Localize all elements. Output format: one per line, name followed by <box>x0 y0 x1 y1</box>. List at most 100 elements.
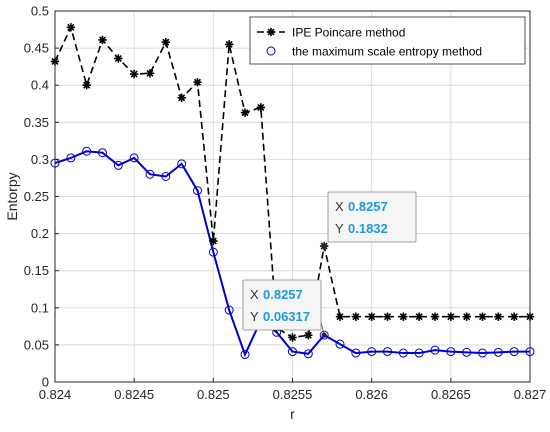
datatip-y-value: 0.1832 <box>348 221 388 236</box>
data-point-ipe <box>494 312 503 321</box>
data-point-max-scale <box>161 171 171 181</box>
data-point-max-scale <box>288 347 297 357</box>
data-point-max-scale <box>224 305 234 315</box>
y-tick-label: 0.15 <box>24 263 49 278</box>
tick-labels: 0.824 0.8245 0.825 0.8255 0.826 0.8265 0.827 0 0… <box>24 4 547 403</box>
datatip-y-label: Y <box>250 309 259 324</box>
data-point-max-scale <box>335 339 345 349</box>
y-tick-label: 0.25 <box>24 189 49 204</box>
y-tick-label: 0.35 <box>24 115 49 130</box>
data-point-max-scale <box>177 159 187 169</box>
data-point-ipe <box>383 312 392 321</box>
datatip-y-label: Y <box>335 221 344 236</box>
data-point-ipe <box>351 312 361 321</box>
data-point-ipe <box>414 312 424 321</box>
data-point-max-scale <box>98 148 107 158</box>
legend-marker-ipe <box>266 27 276 37</box>
data-point-max-scale <box>145 169 155 179</box>
data-point-max-scale <box>478 348 487 358</box>
data-point-max-scale <box>462 347 472 357</box>
datatip-point <box>321 332 327 338</box>
data-point-max-scale <box>351 348 361 358</box>
data-point-ipe <box>399 312 408 321</box>
data-point-ipe <box>177 93 186 103</box>
y-tick-label: 0.3 <box>31 152 49 167</box>
x-tick-label: 0.826 <box>355 387 388 402</box>
x-tick-label: 0.827 <box>514 387 547 402</box>
data-point-ipe <box>430 312 440 321</box>
data-point-max-scale <box>383 347 392 357</box>
data-point-max-scale <box>319 330 329 340</box>
datatip-x-label: X <box>335 199 344 214</box>
legend-box <box>249 16 526 65</box>
data-point-max-scale <box>367 347 377 357</box>
data-point-ipe <box>209 236 218 246</box>
datatip-x-label: X <box>250 287 259 302</box>
legend-entry-ipe: IPE Poincare method <box>257 26 405 40</box>
data-point-max-scale <box>430 345 440 355</box>
data-point-max-scale <box>82 146 92 156</box>
data-point-max-scale <box>414 348 424 358</box>
data-point-ipe <box>478 312 487 321</box>
data-point-max-scale <box>208 247 218 257</box>
legend-label-ipe: IPE Poincare method <box>292 26 405 40</box>
data-point-max-scale <box>509 347 519 357</box>
data-point-ipe <box>145 69 155 78</box>
datatip-point <box>321 243 327 249</box>
legend: IPE Poincare method the maximum scale en… <box>249 16 526 65</box>
data-point-max-scale <box>66 153 76 163</box>
x-tick-label: 0.8255 <box>273 387 313 402</box>
y-axis-label: Entorpy <box>4 172 20 220</box>
datatip-lower[interactable]: X 0.8257 Y 0.06317 <box>242 279 327 338</box>
data-point-max-scale <box>398 348 408 358</box>
data-point-ipe <box>335 312 345 321</box>
datatip-y-value: 0.06317 <box>263 309 310 324</box>
data-point-ipe <box>82 81 91 90</box>
data-point-max-scale <box>193 186 202 196</box>
datatip-box <box>327 191 417 243</box>
y-tick-label: 0.4 <box>31 78 49 93</box>
data-point-ipe <box>66 23 76 32</box>
data-point-max-scale <box>129 153 139 163</box>
series-line-max-scale <box>54 150 530 358</box>
data-point-ipe <box>509 312 519 321</box>
data-point-ipe <box>256 103 266 112</box>
data-point-max-scale <box>493 347 503 357</box>
legend-entry-max-scale: the maximum scale entropy method <box>266 45 482 59</box>
data-point-ipe <box>161 37 171 47</box>
data-point-ipe <box>98 35 107 45</box>
legend-marker-max-scale <box>266 46 276 56</box>
datatip-upper[interactable]: X 0.8257 Y 0.1832 <box>321 191 417 249</box>
x-tick-label: 0.825 <box>197 387 230 402</box>
x-tick-label: 0.8245 <box>114 387 154 402</box>
legend-label-max-scale: the maximum scale entropy method <box>292 45 482 59</box>
plot-frame <box>54 10 531 383</box>
datatip-box <box>242 279 322 331</box>
y-tick-label: 0.1 <box>31 300 49 315</box>
legend-circle-icon <box>266 46 276 56</box>
data-point-ipe <box>304 331 313 340</box>
data-point-ipe <box>367 312 376 321</box>
y-tick-label: 0.5 <box>31 4 49 19</box>
data-point-ipe <box>129 69 139 79</box>
x-tick-label: 0.8265 <box>431 387 471 402</box>
data-point-ipe <box>288 333 297 342</box>
data-point-ipe <box>193 78 202 87</box>
datatip-x-value: 0.8257 <box>263 287 303 302</box>
data-point-ipe <box>114 54 123 63</box>
data-point-ipe <box>224 40 234 49</box>
data-point-ipe <box>462 312 471 321</box>
y-tick-label: 0.2 <box>31 226 49 241</box>
datatip-x-value: 0.8257 <box>348 199 388 214</box>
data-point-ipe <box>446 312 456 321</box>
data-point-max-scale <box>446 347 456 357</box>
y-tick-label: 0 <box>42 375 49 390</box>
data-point-max-scale <box>303 349 313 359</box>
data-point-ipe <box>240 108 250 117</box>
y-tick-label: 0.45 <box>24 41 49 56</box>
x-tick-label: 0.824 <box>39 387 72 402</box>
data-point-max-scale <box>240 350 250 360</box>
x-axis-label: r <box>290 406 295 422</box>
data-point-max-scale <box>113 160 123 170</box>
